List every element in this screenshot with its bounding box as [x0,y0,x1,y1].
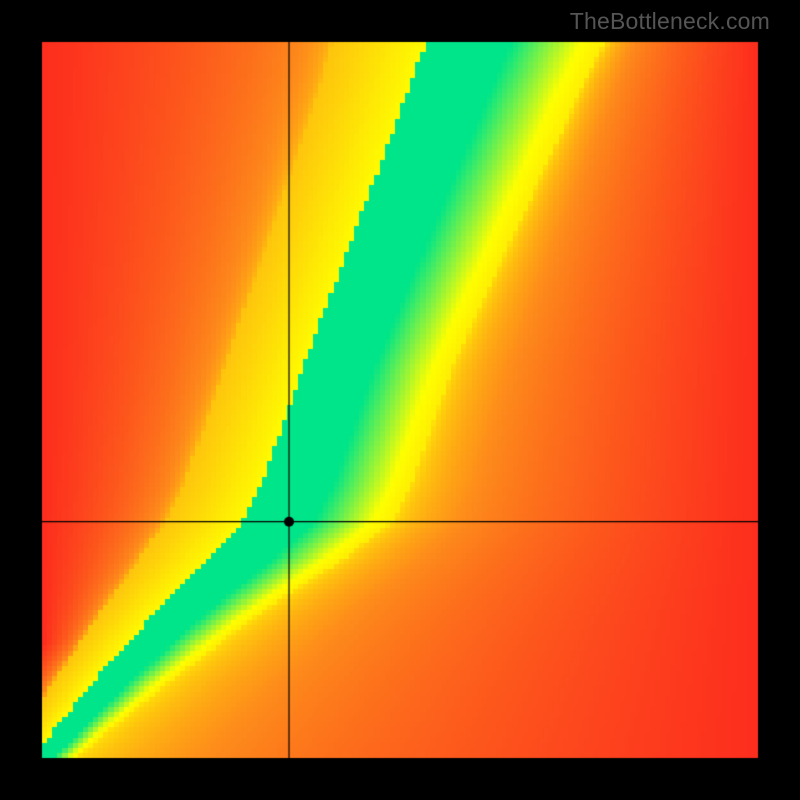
heatmap-canvas [0,0,800,800]
watermark-text: TheBottleneck.com [570,8,770,35]
chart-container: TheBottleneck.com [0,0,800,800]
